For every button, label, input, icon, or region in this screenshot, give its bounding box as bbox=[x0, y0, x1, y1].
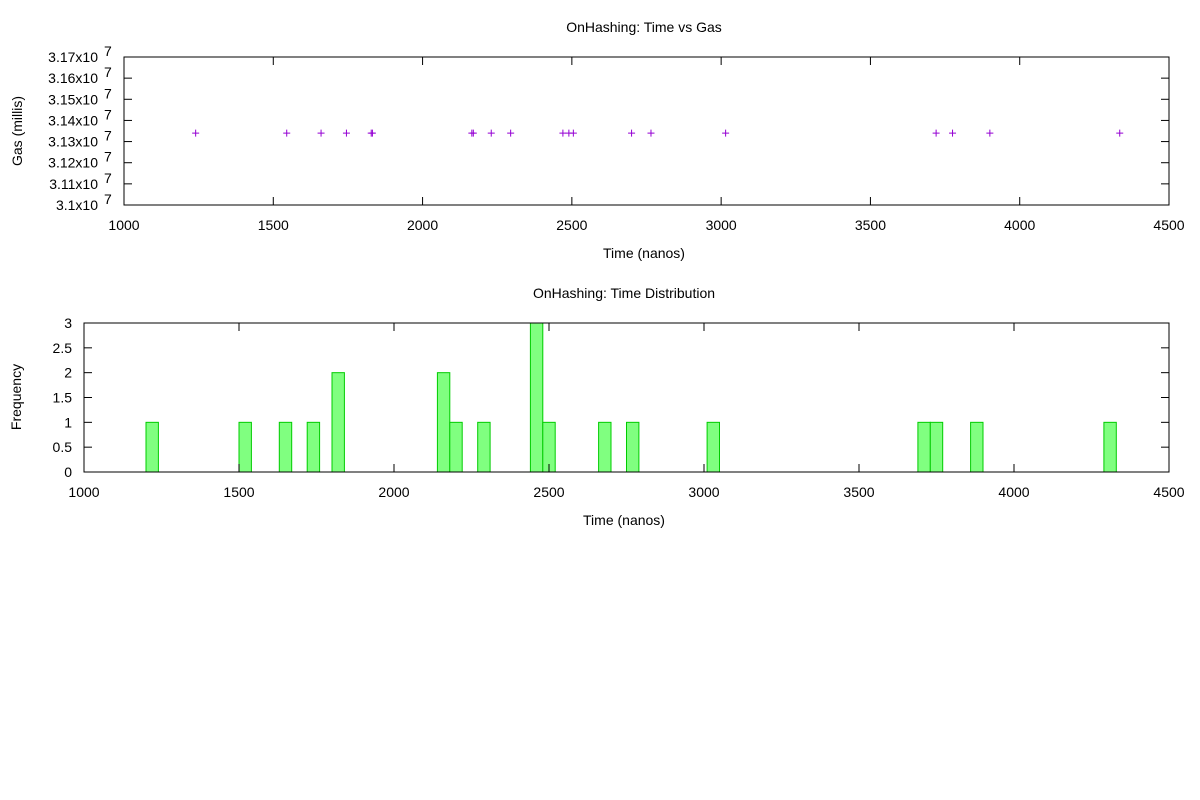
scatter-x-tick-label: 2500 bbox=[556, 217, 587, 233]
scatter-x-tick-label: 2000 bbox=[407, 217, 438, 233]
histogram-bar bbox=[929, 421, 944, 473]
scatter-chart: OnHashing: Time vs Gas 3.1x10 7 3.11x10 7 3.… bbox=[9, 19, 1185, 261]
histogram-y-tick-label: 3 bbox=[64, 315, 72, 331]
histogram-x-tick-label: 2000 bbox=[378, 484, 409, 500]
scatter-point bbox=[569, 129, 577, 137]
histogram-bar bbox=[598, 421, 612, 473]
scatter-y-tick-exponent: 7 bbox=[104, 85, 112, 101]
histogram-y-tick-label: 2 bbox=[64, 365, 72, 381]
scatter-y-label: Gas (millis) bbox=[9, 96, 25, 166]
histogram-x-tick-label: 4000 bbox=[998, 484, 1029, 500]
scatter-point bbox=[317, 129, 325, 137]
histogram-y-tick-label: 0 bbox=[64, 464, 72, 480]
scatter-y-tick-exponent: 7 bbox=[104, 170, 112, 186]
scatter-y-tick-exponent: 7 bbox=[104, 149, 112, 165]
scatter-y-tick-exponent: 7 bbox=[104, 128, 112, 144]
scatter-y-tick-exponent: 7 bbox=[104, 191, 112, 207]
scatter-x-tick-label: 1000 bbox=[108, 217, 139, 233]
scatter-point bbox=[487, 129, 495, 137]
scatter-plot-frame bbox=[123, 56, 1170, 206]
histogram-y-tick-label: 0.5 bbox=[53, 439, 73, 455]
histogram-chart: OnHashing: Time Distribution 0 0.5 1 1.5 2 2.… bbox=[8, 285, 1185, 528]
scatter-y-tick-label: 3.16x10 bbox=[48, 70, 98, 86]
scatter-point bbox=[283, 129, 291, 137]
histogram-bar bbox=[917, 421, 931, 473]
scatter-point bbox=[192, 129, 200, 137]
scatter-point bbox=[949, 129, 957, 137]
scatter-y-tick-exponent: 7 bbox=[104, 43, 112, 59]
histogram-x-axis: 1000 1500 2000 2500 3000 3500 4000 4500 bbox=[68, 323, 1185, 500]
histogram-x-tick-label: 4500 bbox=[1153, 484, 1184, 500]
histogram-bar bbox=[706, 421, 720, 473]
histogram-y-label: Frequency bbox=[8, 364, 24, 430]
histogram-bar bbox=[970, 421, 984, 473]
histogram-y-tick-label: 1.5 bbox=[53, 390, 73, 406]
histogram-x-label: Time (nanos) bbox=[583, 512, 665, 528]
scatter-x-tick-label: 4500 bbox=[1153, 217, 1184, 233]
histogram-x-tick-label: 3000 bbox=[688, 484, 719, 500]
scatter-x-label: Time (nanos) bbox=[603, 245, 685, 261]
histogram-bar bbox=[331, 372, 345, 473]
histogram-bar bbox=[238, 421, 252, 473]
scatter-y-tick-label: 3.15x10 bbox=[48, 91, 98, 107]
histogram-x-tick-label: 1500 bbox=[223, 484, 254, 500]
scatter-point bbox=[559, 129, 567, 137]
histogram-x-tick-label: 3500 bbox=[843, 484, 874, 500]
scatter-point bbox=[368, 129, 376, 137]
scatter-point bbox=[986, 129, 994, 137]
histogram-x-tick-label: 1000 bbox=[68, 484, 99, 500]
scatter-point bbox=[722, 129, 730, 137]
scatter-y-tick-label: 3.13x10 bbox=[48, 134, 98, 150]
scatter-title: OnHashing: Time vs Gas bbox=[566, 19, 722, 35]
scatter-y-tick-exponent: 7 bbox=[104, 106, 112, 122]
histogram-y-tick-label: 1 bbox=[64, 414, 72, 430]
scatter-x-tick-label: 1500 bbox=[258, 217, 289, 233]
histogram-bars bbox=[145, 322, 1117, 473]
scatter-x-tick-label: 4000 bbox=[1004, 217, 1035, 233]
scatter-y-tick-exponent: 7 bbox=[104, 64, 112, 80]
histogram-y-tick-label: 2.5 bbox=[53, 340, 73, 356]
scatter-y-tick-label: 3.12x10 bbox=[48, 155, 98, 171]
histogram-bar bbox=[306, 421, 321, 473]
histogram-bar bbox=[449, 421, 463, 473]
scatter-point bbox=[469, 129, 477, 137]
scatter-y-tick-label: 3.14x10 bbox=[48, 112, 98, 128]
histogram-bar bbox=[145, 421, 159, 473]
histogram-bar bbox=[626, 421, 640, 473]
histogram-x-tick-label: 2500 bbox=[533, 484, 564, 500]
scatter-point bbox=[628, 129, 636, 137]
scatter-points bbox=[192, 129, 1124, 137]
histogram-y-axis: 0 0.5 1 1.5 2 2.5 3 bbox=[53, 315, 1169, 480]
scatter-x-tick-label: 3000 bbox=[706, 217, 737, 233]
histogram-bar bbox=[529, 322, 544, 473]
scatter-y-axis: 3.1x10 73.11x10 73.12x10 73.13x10 73.14x10 73… bbox=[48, 43, 1169, 213]
scatter-point bbox=[647, 129, 655, 137]
histogram-title: OnHashing: Time Distribution bbox=[533, 285, 715, 301]
histogram-bar bbox=[477, 421, 491, 473]
histogram-bar bbox=[278, 421, 293, 473]
scatter-y-tick-label: 3.17x10 bbox=[48, 49, 98, 65]
scatter-point bbox=[932, 129, 940, 137]
scatter-point bbox=[1116, 129, 1124, 137]
scatter-y-tick-label: 3.11x10 bbox=[49, 176, 98, 192]
scatter-x-tick-label: 3500 bbox=[855, 217, 886, 233]
scatter-x-axis: 1000 1500 2000 2500 3000 3500 4000 4500 bbox=[108, 57, 1185, 233]
scatter-y-tick-label: 3.1x10 bbox=[56, 197, 98, 213]
histogram-bar bbox=[436, 372, 451, 473]
histogram-bar bbox=[1103, 421, 1117, 473]
scatter-point bbox=[342, 129, 350, 137]
scatter-point bbox=[507, 129, 515, 137]
